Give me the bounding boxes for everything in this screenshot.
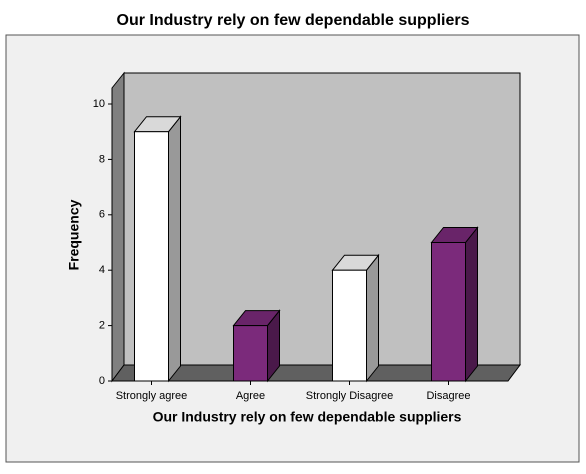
floor: [111, 364, 521, 382]
y-tick-label: 10: [93, 98, 105, 110]
y-axis-label: Frequency: [66, 199, 82, 270]
side-wall: [111, 71, 125, 383]
chart-title: Our Industry rely on few dependable supp…: [117, 12, 470, 29]
y-tick-label: 8: [99, 153, 105, 165]
x-tick-label: Disagree: [426, 390, 470, 402]
y-tick-label: 2: [99, 320, 105, 332]
y-tick-label: 0: [99, 375, 105, 387]
x-axis-label: Our Industry rely on few dependable supp…: [153, 409, 462, 425]
bar-side: [366, 253, 379, 383]
bar: [233, 325, 268, 382]
bar: [332, 269, 367, 382]
x-tick-label: Agree: [236, 390, 265, 402]
bar: [134, 131, 169, 382]
bar-side: [168, 115, 181, 383]
x-tick-label: Strongly agree: [116, 390, 188, 402]
y-tick-label: 4: [99, 264, 105, 276]
bar-side: [465, 226, 478, 383]
x-tick-label: Strongly Disagree: [306, 390, 393, 402]
y-tick-label: 6: [99, 209, 105, 221]
bar: [431, 242, 466, 382]
